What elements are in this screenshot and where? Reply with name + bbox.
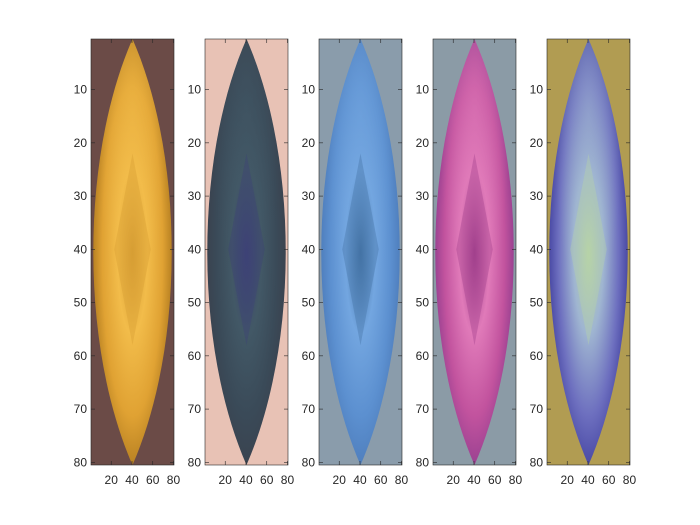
y-tick-label: 40 bbox=[416, 242, 430, 256]
y-tick-label: 40 bbox=[74, 242, 88, 256]
y-tick-label: 80 bbox=[74, 455, 88, 469]
spindle-highlight bbox=[93, 39, 172, 465]
spindle-highlight bbox=[435, 39, 514, 465]
y-tick-label: 40 bbox=[530, 242, 544, 256]
x-tick-label: 80 bbox=[623, 473, 637, 487]
image-panel: 20 40 60 80 10 20 30 40 50 60 70 80 bbox=[74, 38, 181, 487]
spindle-highlight bbox=[549, 39, 628, 465]
y-tick-label: 30 bbox=[302, 189, 316, 203]
y-tick-label: 40 bbox=[302, 242, 316, 256]
y-tick-label: 50 bbox=[188, 296, 202, 310]
y-tick-label: 80 bbox=[188, 455, 202, 469]
y-tick-label: 20 bbox=[530, 136, 544, 150]
center-diamond bbox=[570, 153, 607, 346]
y-tick-label: 70 bbox=[302, 402, 316, 416]
y-tick-label: 50 bbox=[74, 296, 88, 310]
x-tick-label: 60 bbox=[146, 473, 160, 487]
y-tick-label: 60 bbox=[530, 349, 544, 363]
y-tick-label: 70 bbox=[188, 402, 202, 416]
y-tick-label: 10 bbox=[416, 83, 430, 97]
x-tick-label: 80 bbox=[395, 473, 409, 487]
center-diamond bbox=[456, 153, 493, 346]
y-tick-label: 40 bbox=[188, 242, 202, 256]
x-tick-label: 60 bbox=[488, 473, 502, 487]
x-tick-label: 20 bbox=[447, 473, 461, 487]
x-tick-label: 60 bbox=[374, 473, 388, 487]
axes-box bbox=[546, 38, 631, 466]
y-tick-label: 70 bbox=[74, 402, 88, 416]
center-diamond bbox=[342, 153, 379, 346]
y-tick-label: 80 bbox=[530, 455, 544, 469]
x-tick-label: 40 bbox=[581, 473, 595, 487]
center-diamond bbox=[228, 153, 265, 346]
spindle-highlight bbox=[321, 39, 400, 465]
x-tick-label: 40 bbox=[353, 473, 367, 487]
image-panels: 20 40 60 80 10 20 30 40 50 60 70 80 20 40 60 80 10 20 30 40… bbox=[74, 38, 637, 487]
y-tick-label: 20 bbox=[416, 136, 430, 150]
x-tick-label: 60 bbox=[602, 473, 616, 487]
y-tick-label: 10 bbox=[74, 83, 88, 97]
y-tick-label: 80 bbox=[302, 455, 316, 469]
y-tick-label: 10 bbox=[302, 83, 316, 97]
y-tick-label: 10 bbox=[530, 83, 544, 97]
x-tick-label: 20 bbox=[219, 473, 233, 487]
y-tick-label: 20 bbox=[188, 136, 202, 150]
x-tick-label: 20 bbox=[561, 473, 575, 487]
axes-box bbox=[432, 38, 517, 466]
image-panel: 20 40 60 80 10 20 30 40 50 60 70 80 bbox=[416, 38, 523, 487]
axes-box bbox=[90, 38, 175, 466]
axes-box bbox=[318, 38, 403, 466]
image-panel: 20 40 60 80 10 20 30 40 50 60 70 80 bbox=[530, 38, 637, 487]
y-tick-label: 30 bbox=[74, 189, 88, 203]
y-tick-label: 20 bbox=[302, 136, 316, 150]
image-panel: 20 40 60 80 10 20 30 40 50 60 70 80 bbox=[302, 38, 409, 487]
x-tick-label: 40 bbox=[239, 473, 253, 487]
x-tick-label: 80 bbox=[281, 473, 295, 487]
x-tick-label: 80 bbox=[167, 473, 181, 487]
image-panel: 20 40 60 80 10 20 30 40 50 60 70 80 bbox=[188, 38, 295, 487]
y-tick-label: 60 bbox=[302, 349, 316, 363]
y-tick-label: 50 bbox=[416, 296, 430, 310]
y-tick-label: 60 bbox=[416, 349, 430, 363]
x-tick-label: 80 bbox=[509, 473, 523, 487]
center-diamond bbox=[114, 153, 151, 346]
spindle-highlight bbox=[207, 39, 286, 465]
x-tick-label: 40 bbox=[125, 473, 139, 487]
x-tick-label: 20 bbox=[105, 473, 119, 487]
y-tick-label: 60 bbox=[74, 349, 88, 363]
x-tick-label: 60 bbox=[260, 473, 274, 487]
y-tick-label: 80 bbox=[416, 455, 430, 469]
y-tick-label: 10 bbox=[188, 83, 202, 97]
y-tick-label: 20 bbox=[74, 136, 88, 150]
y-tick-label: 70 bbox=[530, 402, 544, 416]
x-tick-label: 20 bbox=[333, 473, 347, 487]
y-tick-label: 50 bbox=[530, 296, 544, 310]
x-tick-label: 40 bbox=[467, 473, 481, 487]
y-tick-label: 60 bbox=[188, 349, 202, 363]
axes-box bbox=[204, 38, 289, 466]
y-tick-label: 30 bbox=[188, 189, 202, 203]
y-tick-label: 30 bbox=[416, 189, 430, 203]
y-tick-label: 70 bbox=[416, 402, 430, 416]
y-tick-label: 30 bbox=[530, 189, 544, 203]
y-tick-label: 50 bbox=[302, 296, 316, 310]
